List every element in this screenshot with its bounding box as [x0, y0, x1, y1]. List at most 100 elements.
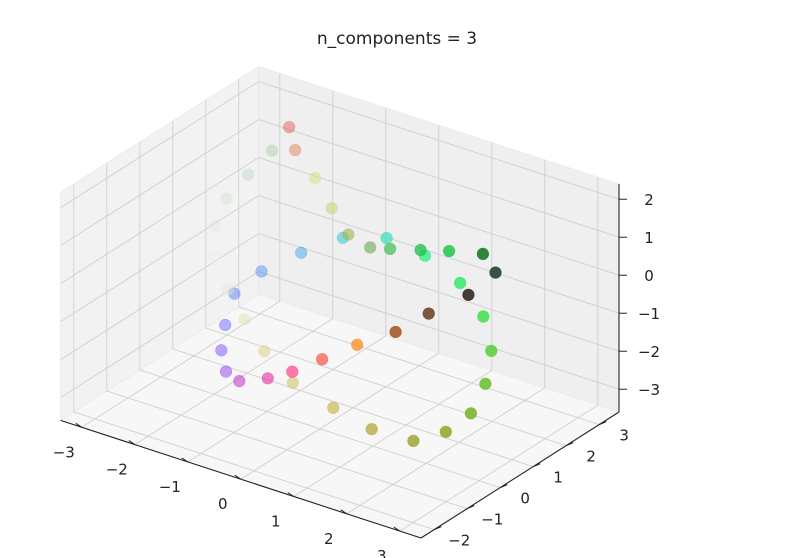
grid-x-floor-6	[399, 404, 599, 532]
data-point-11	[215, 344, 228, 357]
data-point-8	[219, 318, 232, 332]
data-point-0	[220, 192, 233, 205]
data-point-9	[289, 143, 302, 157]
data-point-41	[464, 407, 478, 420]
x-tick-label-0: −3	[53, 443, 75, 461]
x-tick-label-2: −1	[159, 478, 181, 496]
y-tick-2	[500, 484, 508, 489]
grid-z-back-0	[258, 271, 620, 390]
y-tick-4	[566, 442, 574, 447]
grid-y-floor-3	[172, 348, 534, 468]
x-tick-label-1: −2	[106, 461, 128, 479]
y-tick-1	[467, 505, 475, 510]
x-tick-4	[287, 492, 295, 497]
x-tick-1	[128, 440, 136, 446]
data-point-39	[443, 245, 456, 258]
x-tick-5	[340, 509, 348, 515]
data-point-20	[342, 228, 355, 241]
data-point-24	[286, 365, 299, 378]
grid-y-floor-2	[139, 369, 501, 489]
data-point-38	[479, 377, 492, 390]
y-tick-label-2: 0	[520, 490, 530, 508]
data-point-14	[219, 365, 233, 378]
grid-y-floor-5	[238, 306, 600, 426]
x-tick-2	[181, 457, 189, 463]
data-point-30	[454, 276, 467, 290]
y-tick-5	[599, 421, 607, 426]
data-point-33	[477, 310, 490, 323]
data-point-37	[389, 325, 402, 339]
data-point-2	[209, 219, 222, 233]
grid-x-floor-5	[346, 387, 546, 515]
data-point-3	[265, 144, 279, 157]
grid-group	[60, 73, 620, 532]
grid-z-left-5	[60, 81, 259, 208]
data-point-32	[351, 338, 364, 351]
z-tick-label-0: −3	[638, 381, 660, 399]
data-point-group	[208, 121, 502, 448]
data-point-5	[208, 250, 221, 264]
chart-title: n_components = 3	[317, 29, 477, 49]
data-point-34	[414, 243, 427, 257]
grid-z-back-3	[258, 157, 620, 276]
y-tick-0	[434, 526, 442, 531]
grid-z-back-5	[258, 81, 620, 200]
y-tick-label-5: 3	[619, 427, 629, 445]
data-point-17	[325, 202, 338, 215]
z-tick-label-2: −1	[638, 305, 660, 323]
data-point-25	[364, 241, 377, 254]
data-point-19	[258, 345, 271, 358]
data-point-18	[233, 374, 246, 388]
data-point-7	[255, 265, 268, 278]
data-point-15	[238, 313, 251, 326]
data-point-29	[384, 242, 397, 256]
x-tick-label-4: 1	[271, 513, 281, 531]
grid-z-left-4	[60, 119, 259, 246]
data-point-22	[261, 372, 274, 385]
data-point-10	[221, 283, 234, 296]
grid-z-left-3	[60, 157, 259, 284]
grid-z-back-2	[258, 195, 620, 314]
y-axis-line	[420, 411, 620, 539]
x-tick-0	[75, 422, 83, 428]
grid-z-left-2	[60, 195, 259, 322]
data-point-21	[380, 232, 393, 245]
grid-y-floor-0	[73, 411, 435, 531]
x-tick-6	[393, 526, 401, 532]
data-point-44	[462, 288, 475, 301]
data-point-23	[286, 376, 300, 389]
data-point-36	[485, 344, 498, 357]
data-point-12	[295, 246, 308, 259]
y-tick-label-4: 2	[586, 448, 596, 466]
x-tick-3	[234, 474, 242, 480]
data-point-35	[407, 434, 420, 448]
grid-x-floor-3	[240, 352, 440, 480]
y-tick-label-1: −1	[481, 511, 503, 529]
data-point-42	[422, 307, 435, 320]
z-tick-label-1: −2	[638, 343, 660, 361]
x-tick-label-3: 0	[218, 495, 228, 513]
grid-x-floor-4	[293, 370, 493, 497]
grid-y-floor-1	[106, 390, 468, 510]
data-point-6	[283, 121, 296, 134]
data-point-31	[365, 423, 378, 436]
grid-x-floor-0	[81, 300, 281, 428]
data-point-43	[476, 247, 490, 261]
z-tick-label-5: 2	[644, 191, 654, 209]
grid-z-left-0	[60, 271, 259, 398]
y-tick-label-0: −2	[448, 532, 470, 550]
data-point-27	[327, 401, 340, 414]
x-tick-label-5: 2	[324, 530, 334, 548]
x-tick-label-6: 3	[377, 547, 387, 558]
data-point-13	[309, 171, 322, 185]
z-tick-label-3: 0	[644, 267, 654, 285]
data-point-45	[489, 266, 502, 279]
data-point-40	[439, 425, 452, 438]
grid-z-back-4	[258, 119, 620, 238]
z-tick-label-4: 1	[644, 229, 654, 247]
grid-z-left-1	[60, 233, 259, 360]
data-point-4	[228, 287, 241, 300]
grid-x-floor-2	[187, 335, 387, 463]
